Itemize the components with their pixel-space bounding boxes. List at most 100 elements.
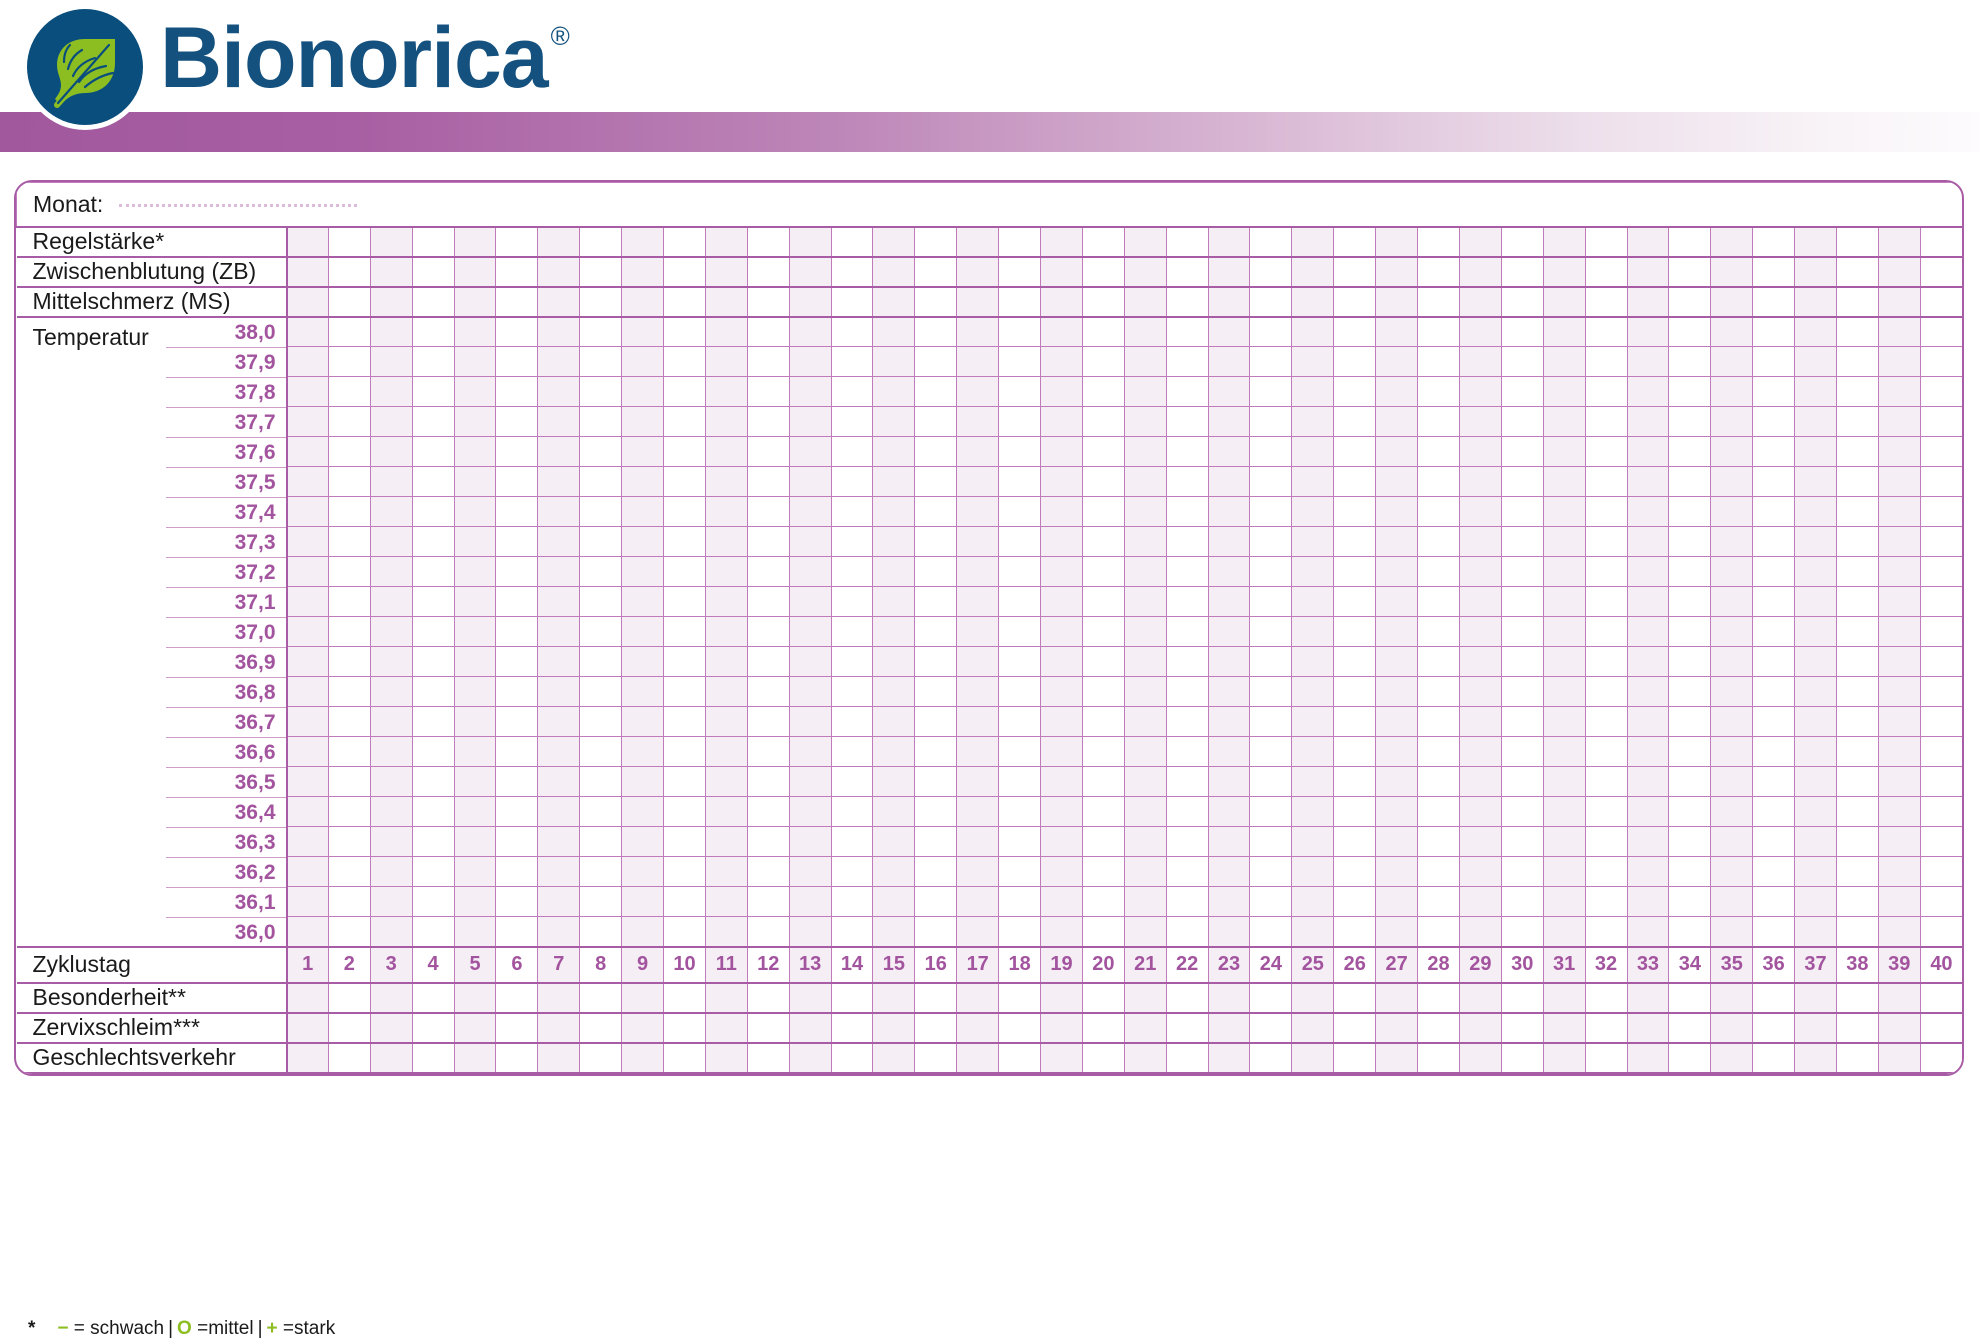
cell-temp-36-4-day-14[interactable] <box>830 796 874 827</box>
cell-temp-36-2-day-30[interactable] <box>1500 856 1544 887</box>
cell-temp-37-7-day-16[interactable] <box>914 406 958 437</box>
cell-temp-37-0-day-14[interactable] <box>830 616 874 647</box>
cell-temp-37-5-day-36[interactable] <box>1752 466 1796 497</box>
cell-temp-37-2-day-22[interactable] <box>1165 556 1209 587</box>
cell-temp-37-5-day-33[interactable] <box>1626 466 1670 497</box>
cell-temp-37-4-day-14[interactable] <box>830 496 874 527</box>
cell-zervixschleim-day-21[interactable] <box>1123 1011 1167 1044</box>
cell-mittelschmerz-day-25[interactable] <box>1291 285 1335 318</box>
cell-temp-37-9-day-38[interactable] <box>1835 346 1879 377</box>
cell-zwischenblutung-day-31[interactable] <box>1542 255 1586 288</box>
cell-temp-38-0-day-40[interactable] <box>1919 315 1962 347</box>
cell-temp-37-6-day-22[interactable] <box>1165 436 1209 467</box>
cell-besonderheit-day-2[interactable] <box>327 981 371 1014</box>
cell-temp-37-6-day-19[interactable] <box>1040 436 1083 467</box>
cell-temp-37-4-day-1[interactable] <box>286 496 329 527</box>
cell-temp-37-7-day-40[interactable] <box>1919 406 1962 437</box>
cell-temp-36-9-day-29[interactable] <box>1458 646 1502 677</box>
cell-temp-36-3-day-22[interactable] <box>1165 826 1209 857</box>
cell-temp-36-3-day-25[interactable] <box>1291 826 1335 857</box>
cell-temp-37-2-day-31[interactable] <box>1542 556 1586 587</box>
cell-temp-36-3-day-26[interactable] <box>1333 826 1377 857</box>
cell-temp-36-0-day-13[interactable] <box>788 916 832 947</box>
cell-temp-37-9-day-4[interactable] <box>411 346 455 377</box>
cell-temp-36-4-day-10[interactable] <box>663 796 706 827</box>
cell-mittelschmerz-day-2[interactable] <box>327 285 371 318</box>
cell-temp-37-4-day-17[interactable] <box>956 496 1000 527</box>
cell-temp-37-3-day-21[interactable] <box>1123 526 1167 557</box>
cell-mittelschmerz-day-39[interactable] <box>1877 285 1921 318</box>
cell-temp-38-0-day-31[interactable] <box>1542 315 1586 347</box>
cell-temp-37-8-day-30[interactable] <box>1500 376 1544 407</box>
cell-temp-36-6-day-18[interactable] <box>998 736 1042 767</box>
cell-besonderheit-day-29[interactable] <box>1458 981 1502 1014</box>
cell-temp-36-4-day-40[interactable] <box>1919 796 1962 827</box>
cell-besonderheit-day-26[interactable] <box>1333 981 1377 1014</box>
cell-temp-37-3-day-26[interactable] <box>1333 526 1377 557</box>
cell-temp-36-6-day-15[interactable] <box>872 736 916 767</box>
day-header-28[interactable]: 28 <box>1417 945 1460 983</box>
cell-temp-36-2-day-2[interactable] <box>327 856 371 887</box>
cell-temp-37-0-day-24[interactable] <box>1249 616 1293 647</box>
cell-temp-36-3-day-20[interactable] <box>1081 826 1125 857</box>
cell-temp-36-7-day-13[interactable] <box>788 706 832 737</box>
cell-temp-36-3-day-39[interactable] <box>1877 826 1921 857</box>
cell-temp-36-1-day-36[interactable] <box>1752 886 1796 917</box>
cell-temp-36-9-day-36[interactable] <box>1752 646 1796 677</box>
cell-zervixschleim-day-17[interactable] <box>956 1011 1000 1044</box>
cell-temp-37-4-day-36[interactable] <box>1752 496 1796 527</box>
cell-temp-38-0-day-37[interactable] <box>1794 315 1837 347</box>
cell-geschlechtsverkehr-day-18[interactable] <box>998 1041 1042 1074</box>
cell-temp-36-4-day-13[interactable] <box>788 796 832 827</box>
cell-mittelschmerz-day-22[interactable] <box>1165 285 1209 318</box>
cell-temp-36-9-day-10[interactable] <box>663 646 706 677</box>
cell-temp-36-0-day-7[interactable] <box>537 916 581 947</box>
cell-temp-36-9-day-28[interactable] <box>1417 646 1460 677</box>
cell-temp-36-5-day-26[interactable] <box>1333 766 1377 797</box>
cell-temp-37-0-day-31[interactable] <box>1542 616 1586 647</box>
cell-regelstaerke-day-34[interactable] <box>1668 225 1712 258</box>
cell-temp-36-6-day-1[interactable] <box>286 736 329 767</box>
cell-temp-36-5-day-19[interactable] <box>1040 766 1083 797</box>
cell-temp-36-3-day-18[interactable] <box>998 826 1042 857</box>
cell-temp-37-0-day-17[interactable] <box>956 616 1000 647</box>
cell-besonderheit-day-22[interactable] <box>1165 981 1209 1014</box>
cell-geschlechtsverkehr-day-39[interactable] <box>1877 1041 1921 1074</box>
cell-temp-36-1-day-17[interactable] <box>956 886 1000 917</box>
cell-temp-37-5-day-20[interactable] <box>1081 466 1125 497</box>
cell-temp-36-7-day-19[interactable] <box>1040 706 1083 737</box>
cell-temp-36-4-day-26[interactable] <box>1333 796 1377 827</box>
cell-temp-36-8-day-30[interactable] <box>1500 676 1544 707</box>
cell-temp-37-6-day-32[interactable] <box>1584 436 1628 467</box>
cell-temp-37-8-day-31[interactable] <box>1542 376 1586 407</box>
cell-temp-37-2-day-5[interactable] <box>453 556 497 587</box>
cell-temp-36-9-day-35[interactable] <box>1710 646 1754 677</box>
cell-temp-36-5-day-12[interactable] <box>746 766 790 797</box>
cell-temp-38-0-day-22[interactable] <box>1165 315 1209 347</box>
cell-besonderheit-day-32[interactable] <box>1584 981 1628 1014</box>
cell-regelstaerke-day-12[interactable] <box>746 225 790 258</box>
cell-temp-37-0-day-11[interactable] <box>704 616 748 647</box>
cell-temp-38-0-day-17[interactable] <box>956 315 1000 347</box>
cell-mittelschmerz-day-20[interactable] <box>1081 285 1125 318</box>
cell-temp-36-2-day-31[interactable] <box>1542 856 1586 887</box>
cell-temp-36-0-day-31[interactable] <box>1542 916 1586 947</box>
cell-temp-37-7-day-12[interactable] <box>746 406 790 437</box>
cell-temp-37-9-day-14[interactable] <box>830 346 874 377</box>
cell-temp-37-5-day-29[interactable] <box>1458 466 1502 497</box>
cell-temp-37-5-day-1[interactable] <box>286 466 329 497</box>
cell-besonderheit-day-15[interactable] <box>872 981 916 1014</box>
cell-temp-36-2-day-20[interactable] <box>1081 856 1125 887</box>
cell-geschlechtsverkehr-day-22[interactable] <box>1165 1041 1209 1074</box>
cell-temp-38-0-day-25[interactable] <box>1291 315 1335 347</box>
day-header-29[interactable]: 29 <box>1458 945 1502 983</box>
cell-temp-36-1-day-24[interactable] <box>1249 886 1293 917</box>
cell-temp-36-4-day-8[interactable] <box>579 796 623 827</box>
cell-temp-36-3-day-14[interactable] <box>830 826 874 857</box>
cell-temp-36-2-day-21[interactable] <box>1123 856 1167 887</box>
cell-temp-37-5-day-10[interactable] <box>663 466 706 497</box>
cell-temp-36-4-day-7[interactable] <box>537 796 581 827</box>
cell-temp-37-1-day-9[interactable] <box>621 586 665 617</box>
cell-temp-36-4-day-37[interactable] <box>1794 796 1837 827</box>
cell-temp-37-3-day-13[interactable] <box>788 526 832 557</box>
